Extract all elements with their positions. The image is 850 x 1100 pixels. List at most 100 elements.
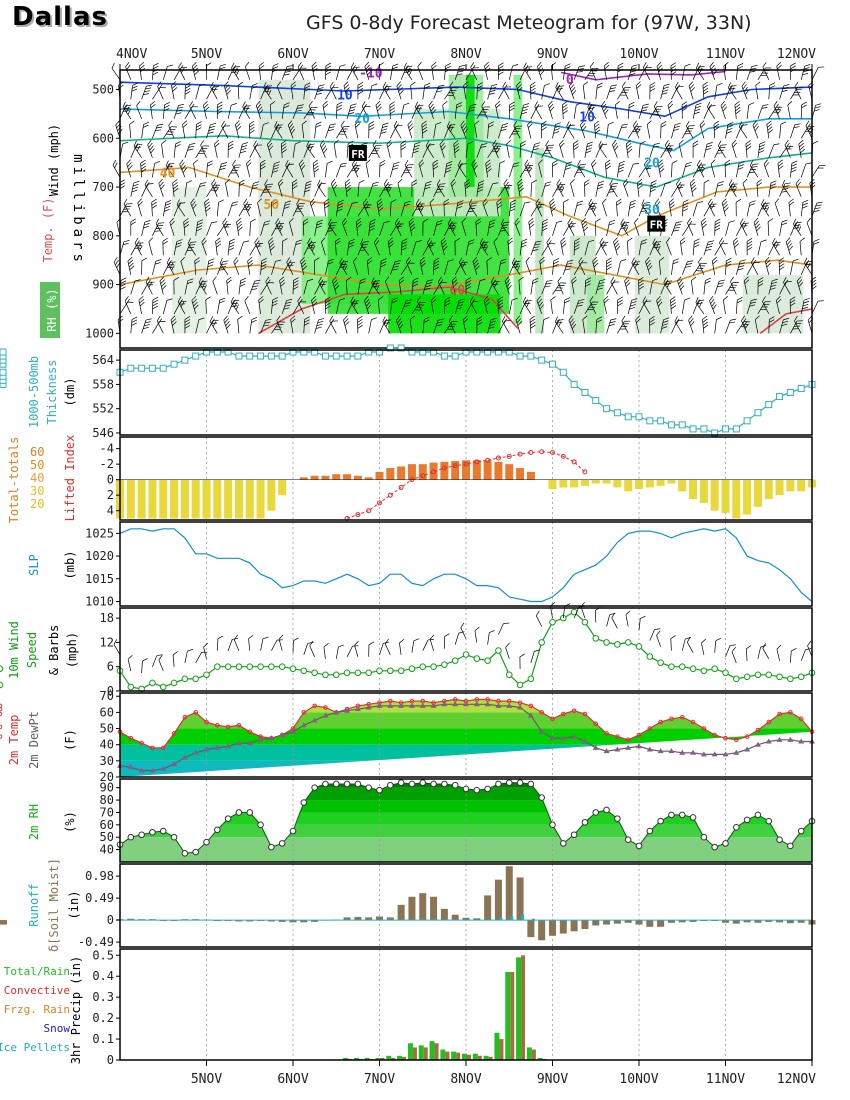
rh2m-point — [343, 780, 351, 788]
rh2m-ytick-label: 60 — [100, 818, 114, 832]
wind-barb-shaft — [790, 87, 798, 100]
wind-barb — [257, 198, 262, 217]
wind-barb — [580, 120, 587, 139]
wind-barb-shaft — [387, 241, 391, 256]
wind10m-barb — [701, 638, 706, 655]
wind-barb-shaft — [519, 300, 527, 315]
wind-barb-feather — [588, 198, 592, 205]
wind-barb-shaft — [465, 143, 469, 158]
wind-barb-shaft — [162, 262, 170, 275]
wind-barb — [238, 179, 245, 197]
wind-barb-shaft — [668, 202, 672, 217]
wind-barb — [323, 198, 330, 217]
wind-barb-feather — [304, 189, 311, 193]
wind10m-barb-feather — [474, 626, 480, 632]
chart-title: GFS 0-8dy Forecast Meteogram for (97W, 3… — [306, 12, 752, 34]
wind-barb-feather — [491, 83, 498, 87]
wind-barb-shaft — [589, 301, 597, 315]
wind-barb-feather — [677, 276, 682, 282]
wind-barb-feather — [219, 297, 226, 301]
wind10m-barb-shaft — [681, 638, 686, 651]
wind-barb-feather — [538, 64, 543, 70]
wind-barb-feather — [332, 181, 337, 187]
wind-barb-feather — [343, 315, 348, 321]
wind-barb-feather — [530, 90, 536, 95]
wind-barb-feather — [650, 186, 657, 190]
thickness-point — [549, 360, 556, 368]
wind-barb-feather — [287, 120, 293, 126]
wind-barb-feather — [589, 296, 594, 302]
wind-barb-shaft — [314, 221, 318, 236]
wind-barb-feather — [113, 257, 118, 263]
wind-barb-feather — [264, 84, 269, 91]
wind-barb-shaft — [237, 319, 240, 334]
wind-barb-feather — [790, 169, 797, 173]
wind-barb-feather — [369, 225, 375, 229]
wind-barb — [311, 61, 318, 80]
wind-barb-feather — [631, 298, 638, 301]
wind-barb-feather — [669, 201, 675, 206]
wind-barb-shaft — [400, 241, 403, 256]
wind-barb — [236, 217, 243, 236]
wind-barb-shaft — [606, 124, 609, 139]
wind-barb-feather — [500, 218, 504, 225]
wind-barb-shaft — [550, 65, 553, 80]
wind-barb-shaft — [504, 280, 510, 295]
wind-barb-feather — [488, 92, 495, 95]
wind-barb-shaft — [487, 183, 493, 197]
wind-barb-feather — [162, 240, 168, 245]
wind-barb-feather — [597, 186, 603, 190]
wind-barb-shaft — [800, 202, 804, 217]
wind-barb-feather — [331, 178, 336, 184]
wind-barb-shaft — [530, 182, 532, 197]
wind-barb-feather — [316, 92, 322, 95]
wind-barb-feather — [570, 178, 575, 184]
wind-barb-shaft — [634, 222, 640, 236]
wind-barb-shaft — [281, 66, 288, 80]
rh2m-point — [376, 786, 383, 794]
wind-barb-feather — [493, 237, 498, 243]
wind-barb-feather — [153, 65, 159, 70]
wind-barb-feather — [377, 106, 382, 112]
wind-barb-feather — [186, 180, 193, 184]
wind-barb-shaft — [552, 86, 559, 100]
wind-barb-feather — [530, 81, 536, 86]
lifted-index-bar — [743, 479, 752, 515]
wind-barb-feather — [549, 103, 554, 109]
thickness-point — [343, 352, 351, 360]
lifted-index-bar — [213, 479, 222, 519]
wind-barb-feather — [333, 184, 338, 190]
wind-barb-shaft — [506, 143, 510, 158]
wind-barb-feather — [268, 89, 272, 96]
wind-barb-feather — [398, 321, 403, 327]
wind-barb-shaft — [141, 319, 147, 334]
wind-barb-feather — [404, 200, 411, 204]
wind-barb-feather — [138, 245, 143, 252]
wind-barb-feather — [350, 103, 357, 106]
wind-barb-feather — [454, 149, 460, 154]
wind-barb-shaft — [437, 281, 445, 295]
thickness-point — [0, 348, 7, 356]
wind-barb-shaft — [357, 280, 361, 295]
wind10m-barb-feather — [156, 654, 163, 657]
wind-barb — [461, 217, 467, 236]
wind-barb-feather — [234, 301, 238, 308]
wind-barb-feather — [503, 178, 508, 185]
wind-barb-feather — [143, 324, 150, 327]
wind10m-barb-feather — [489, 630, 495, 634]
wind-barb-feather — [412, 280, 419, 284]
wind-barb — [379, 221, 390, 236]
wind-barb-shaft — [361, 106, 370, 119]
wind-barb-shaft — [339, 262, 348, 275]
wind-barb-shaft — [243, 203, 251, 217]
wind-barb-feather — [477, 85, 483, 89]
thickness-point — [570, 380, 578, 388]
wind-barb-shaft — [216, 163, 222, 178]
wind-barb-feather — [278, 223, 285, 224]
wind-barb — [136, 100, 142, 119]
wind-barb-feather — [128, 165, 133, 170]
wind-barb-feather — [770, 180, 777, 184]
wind-barb-feather — [298, 159, 304, 165]
wind-barb-shaft — [688, 320, 694, 334]
lifted-index-bar — [570, 479, 579, 488]
